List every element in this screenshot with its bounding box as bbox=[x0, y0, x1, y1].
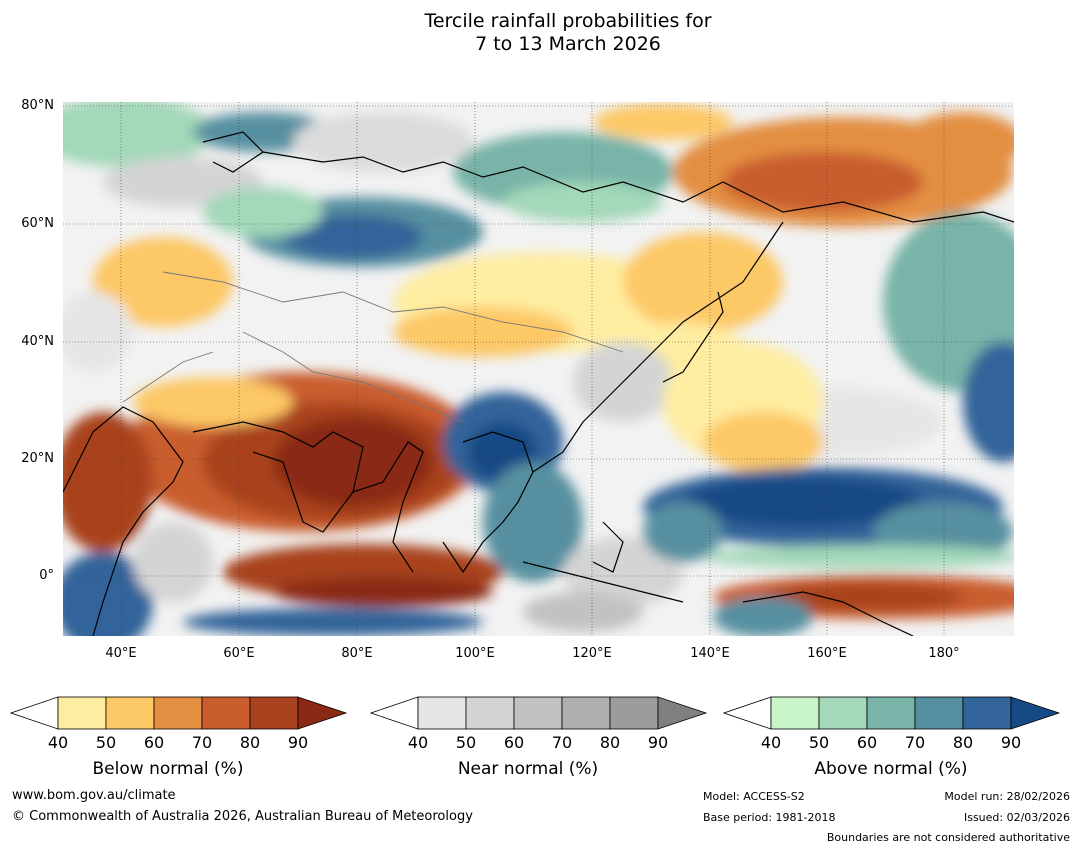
lon-label-180: 180° bbox=[928, 646, 960, 661]
lon-label-160e: 160°E bbox=[807, 646, 847, 661]
below-tick-90: 90 bbox=[287, 733, 309, 752]
colorbar-above-normal bbox=[722, 696, 1061, 734]
below-arrow-low bbox=[9, 696, 59, 730]
footer-disclaimer: Boundaries are not considered authoritat… bbox=[826, 831, 1070, 844]
lat-label-0: 0° bbox=[39, 568, 54, 583]
below-seg-1 bbox=[57, 696, 107, 730]
rainfall-probability-map bbox=[63, 102, 1014, 636]
colorbar-below-title: Below normal (%) bbox=[92, 759, 244, 779]
title-line-1: Tercile rainfall probabilities for bbox=[424, 10, 712, 32]
lat-label-80n: 80°N bbox=[21, 98, 54, 113]
coastlines bbox=[63, 131, 1014, 636]
above-seg-5 bbox=[962, 696, 1012, 730]
below-tick-70: 70 bbox=[191, 733, 213, 752]
above-arrow-high bbox=[1010, 696, 1061, 730]
below-tick-50: 50 bbox=[95, 733, 117, 752]
above-seg-2 bbox=[818, 696, 868, 730]
colorbar-above-title: Above normal (%) bbox=[814, 759, 968, 779]
colorbar-near-normal bbox=[369, 696, 708, 734]
map-svg bbox=[63, 102, 1014, 636]
footer-model: Model: ACCESS-S2 bbox=[703, 790, 805, 803]
near-seg-1 bbox=[417, 696, 467, 730]
near-seg-3 bbox=[513, 696, 563, 730]
lat-label-60n: 60°N bbox=[21, 216, 54, 231]
colorbar-near-svg bbox=[369, 696, 708, 730]
footer-url[interactable]: www.bom.gov.au/climate bbox=[12, 788, 176, 803]
probability-field bbox=[63, 102, 1014, 636]
lon-label-140e: 140°E bbox=[690, 646, 730, 661]
footer-copyright: © Commonwealth of Australia 2026, Austra… bbox=[12, 809, 473, 824]
near-tick-40: 40 bbox=[407, 733, 429, 752]
title-line-2: 7 to 13 March 2026 bbox=[475, 33, 661, 55]
above-seg-1 bbox=[770, 696, 820, 730]
country-borders bbox=[122, 271, 624, 423]
lat-label-40n: 40°N bbox=[21, 334, 54, 349]
below-arrow-high bbox=[297, 696, 348, 730]
colorbar-above-svg bbox=[722, 696, 1061, 730]
above-tick-70: 70 bbox=[904, 733, 926, 752]
graticule bbox=[63, 102, 1014, 636]
below-tick-40: 40 bbox=[47, 733, 69, 752]
below-seg-5 bbox=[249, 696, 299, 730]
below-seg-3 bbox=[153, 696, 203, 730]
below-tick-60: 60 bbox=[143, 733, 165, 752]
above-tick-40: 40 bbox=[760, 733, 782, 752]
below-seg-2 bbox=[105, 696, 155, 730]
above-tick-50: 50 bbox=[808, 733, 830, 752]
near-seg-5 bbox=[609, 696, 659, 730]
near-tick-80: 80 bbox=[599, 733, 621, 752]
lon-label-120e: 120°E bbox=[572, 646, 612, 661]
near-arrow-high bbox=[657, 696, 708, 730]
above-tick-60: 60 bbox=[856, 733, 878, 752]
near-seg-4 bbox=[561, 696, 611, 730]
lat-label-20n: 20°N bbox=[21, 451, 54, 466]
above-tick-90: 90 bbox=[1000, 733, 1022, 752]
near-seg-2 bbox=[465, 696, 515, 730]
near-tick-50: 50 bbox=[455, 733, 477, 752]
near-tick-70: 70 bbox=[551, 733, 573, 752]
near-arrow-low bbox=[369, 696, 419, 730]
near-tick-60: 60 bbox=[503, 733, 525, 752]
map-title: Tercile rainfall probabilities for 7 to … bbox=[0, 10, 1081, 56]
footer-model-run: Model run: 28/02/2026 bbox=[944, 790, 1070, 803]
above-seg-3 bbox=[866, 696, 916, 730]
below-tick-80: 80 bbox=[239, 733, 261, 752]
colorbar-below-svg bbox=[9, 696, 348, 730]
near-tick-90: 90 bbox=[647, 733, 669, 752]
above-seg-4 bbox=[914, 696, 964, 730]
colorbar-below-normal bbox=[9, 696, 348, 734]
above-arrow-low bbox=[722, 696, 772, 730]
footer-base-period: Base period: 1981-2018 bbox=[703, 811, 836, 824]
lon-label-100e: 100°E bbox=[455, 646, 495, 661]
above-tick-80: 80 bbox=[952, 733, 974, 752]
lon-label-60e: 60°E bbox=[223, 646, 255, 661]
below-seg-4 bbox=[201, 696, 251, 730]
lon-label-80e: 80°E bbox=[341, 646, 373, 661]
lon-label-40e: 40°E bbox=[105, 646, 137, 661]
colorbar-near-title: Near normal (%) bbox=[457, 759, 599, 779]
footer-issued: Issued: 02/03/2026 bbox=[963, 811, 1070, 824]
